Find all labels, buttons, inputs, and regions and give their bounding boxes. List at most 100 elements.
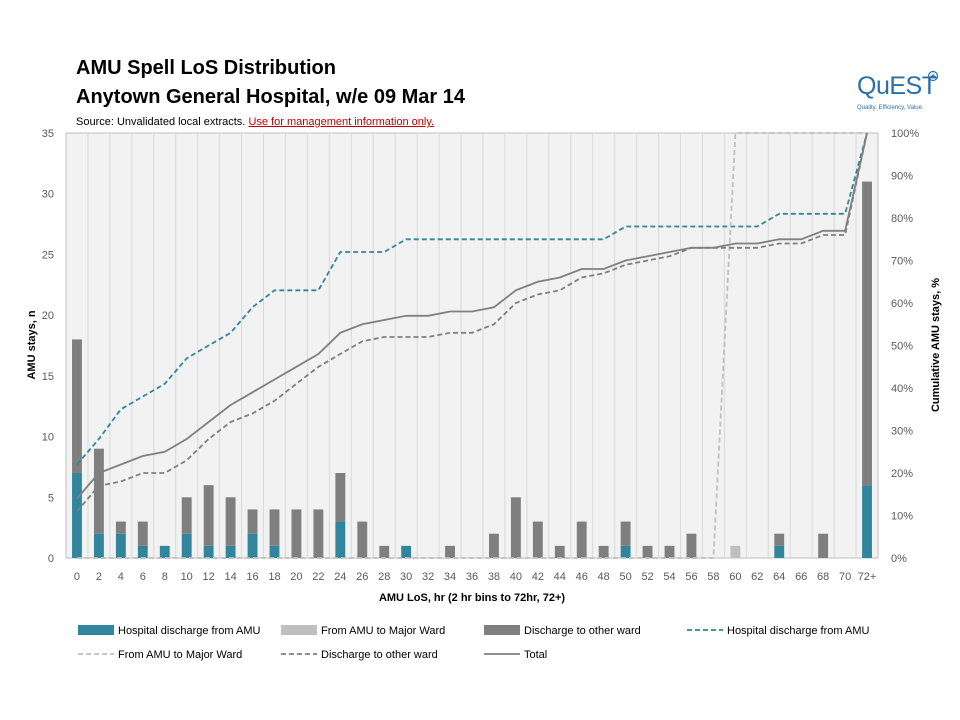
chart-title: AMU Spell LoS Distribution — [76, 57, 336, 79]
bar-discharge-to-other-ward — [379, 545, 390, 558]
bar-hospital-discharge-from-amu — [93, 533, 104, 558]
bar-discharge-to-other-ward — [225, 497, 236, 546]
x-tick-label: 48 — [598, 571, 610, 583]
x-tick-label: 36 — [466, 571, 478, 583]
x-axis-label: AMU LoS, hr (2 hr bins to 72hr, 72+) — [379, 592, 565, 604]
legend-label: Hospital discharge from AMU — [118, 625, 260, 637]
cumulative-line-from-amu-to-major-ward-dashed — [77, 132, 867, 559]
x-tick-label: 60 — [729, 571, 741, 583]
bar-hospital-discharge-from-amu — [225, 545, 236, 558]
bar-discharge-to-other-ward — [291, 509, 302, 558]
x-tick-label: 10 — [181, 571, 193, 583]
x-tick-label: 26 — [356, 571, 368, 583]
bar-discharge-to-other-ward — [247, 509, 258, 534]
y-tick-label: 35 — [42, 128, 54, 140]
x-tick-label: 38 — [488, 571, 500, 583]
x-tick-label: 0 — [74, 571, 80, 583]
quest-logo: QuEST Quality, Efficiency, Value — [855, 70, 945, 116]
x-tick-label: 6 — [140, 571, 146, 583]
x-tick-label: 40 — [510, 571, 522, 583]
x-tick-label: 68 — [817, 571, 829, 583]
y-axis-ticks: 0 5 10 15 20 25 30 35 — [42, 128, 54, 565]
y-tick-label: 15 — [42, 371, 54, 383]
y-tick-label: 20 — [42, 310, 54, 322]
y2-tick-label: 50% — [891, 341, 913, 353]
x-tick-label: 8 — [162, 571, 168, 583]
x-tick-label: 70 — [839, 571, 851, 583]
x-tick-label: 64 — [773, 571, 785, 583]
x-tick-label: 12 — [203, 571, 215, 583]
bar-hospital-discharge-from-amu — [181, 533, 192, 558]
y2-tick-label: 20% — [891, 468, 913, 480]
legend-label: Discharge to other ward — [524, 625, 641, 637]
x-tick-label: 24 — [334, 571, 346, 583]
bar-hospital-discharge-from-amu — [401, 545, 412, 558]
x-tick-label: 22 — [312, 571, 324, 583]
plot-area — [65, 132, 879, 559]
bar-discharge-to-other-ward — [203, 485, 214, 546]
bar-hospital-discharge-from-amu — [620, 545, 631, 558]
x-tick-label: 62 — [751, 571, 763, 583]
logo-wordmark: QuEST — [857, 72, 937, 100]
bar-discharge-to-other-ward — [664, 545, 675, 558]
x-tick-label: 28 — [378, 571, 390, 583]
x-axis-ticks: 0 2 4 6 8 10 12 14 16 18 20 22 24 26 28 30 32 34 36 38 40 42 4… — [74, 571, 876, 583]
x-tick-label: 30 — [400, 571, 412, 583]
chart-subtitle: Anytown General Hospital, w/e 09 Mar 14 — [76, 86, 466, 108]
cumulative-lines — [76, 132, 868, 559]
bar-discharge-to-other-ward — [862, 181, 872, 486]
bar-hospital-discharge-from-amu — [159, 545, 170, 558]
legend-label: From AMU to Major Ward — [321, 625, 445, 637]
bar-discharge-to-other-ward — [445, 545, 455, 558]
x-tick-label: 50 — [619, 571, 631, 583]
bar-discharge-to-other-ward — [489, 533, 499, 558]
bar-from-amu-to-major-ward — [730, 545, 741, 558]
x-tick-label: 44 — [554, 571, 566, 583]
bar-discharge-to-other-ward — [642, 545, 653, 558]
bar-discharge-to-other-ward — [686, 533, 697, 558]
y2-tick-label: 100% — [891, 128, 919, 140]
y2-tick-label: 60% — [891, 298, 913, 310]
cumulative-line-discharge-to-other-ward-dashed — [76, 132, 868, 512]
bar-discharge-to-other-ward — [554, 545, 565, 558]
x-tick-label: 16 — [246, 571, 258, 583]
bar-hospital-discharge-from-amu — [203, 545, 214, 558]
bar-hospital-discharge-from-amu — [247, 533, 258, 558]
plot-background — [65, 132, 879, 559]
y-axis-label: AMU stays, n — [26, 310, 38, 379]
y2-axis-ticks: 0% 10% 20% 30% 40% 50% 60% 70% 80% 90% 100% — [891, 128, 919, 565]
x-tick-label: 32 — [422, 571, 434, 583]
bar-hospital-discharge-from-amu — [774, 545, 785, 558]
y-tick-label: 30 — [42, 189, 54, 201]
bar-hospital-discharge-from-amu — [335, 521, 346, 558]
x-tick-label: 2 — [96, 571, 102, 583]
y2-tick-label: 0% — [891, 553, 907, 565]
legend-swatch — [484, 625, 520, 635]
bar-discharge-to-other-ward — [532, 521, 543, 558]
y-tick-label: 0 — [48, 553, 54, 565]
bar-discharge-to-other-ward — [818, 533, 829, 558]
x-tick-label: 14 — [224, 571, 236, 583]
bar-discharge-to-other-ward — [576, 521, 587, 558]
bar-hospital-discharge-from-amu — [862, 485, 872, 558]
x-tick-label: 56 — [685, 571, 697, 583]
legend-label: Discharge to other ward — [321, 649, 438, 661]
bar-discharge-to-other-ward — [335, 473, 346, 522]
bar-discharge-to-other-ward — [598, 545, 609, 558]
x-tick-label: 18 — [268, 571, 280, 583]
y2-tick-label: 70% — [891, 256, 913, 268]
legend-label: Hospital discharge from AMU — [727, 625, 869, 637]
source-note: Source: Unvalidated local extracts. Use … — [76, 116, 434, 128]
y2-tick-label: 80% — [891, 213, 913, 225]
y2-tick-label: 30% — [891, 426, 913, 438]
x-tick-label: 20 — [290, 571, 302, 583]
x-tick-label: 58 — [707, 571, 719, 583]
bar-discharge-to-other-ward — [93, 448, 104, 534]
cumulative-line-total — [76, 132, 868, 500]
x-tick-label: 34 — [444, 571, 456, 583]
management-warning-link[interactable]: Use for management information only. — [248, 116, 435, 128]
gridlines — [87, 133, 857, 558]
bar-hospital-discharge-from-amu — [269, 545, 280, 558]
y2-tick-label: 10% — [891, 511, 913, 523]
